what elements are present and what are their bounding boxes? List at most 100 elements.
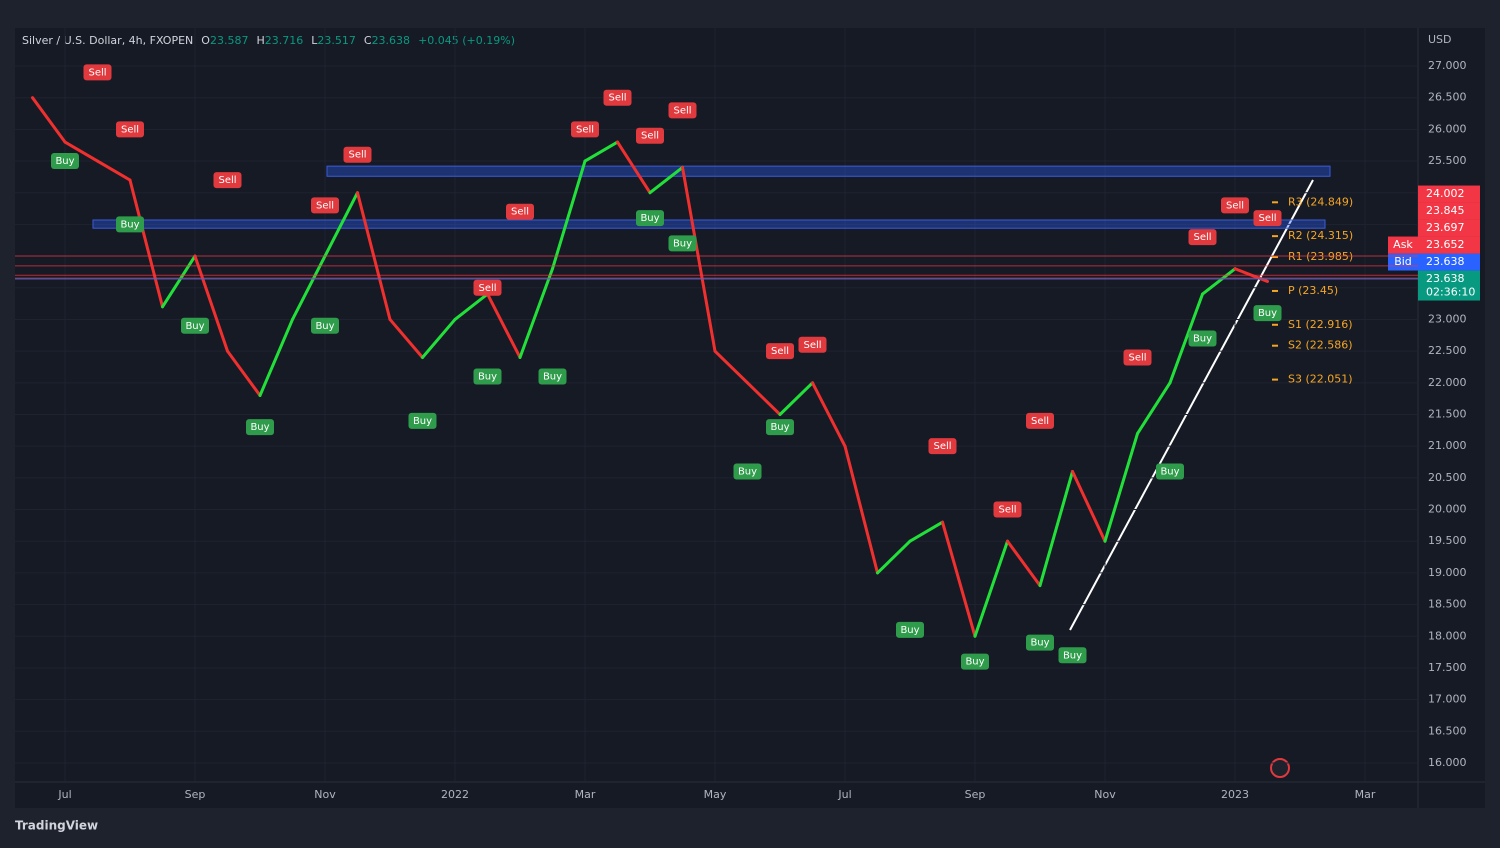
price-segment — [973, 539, 1009, 638]
x-tick-label: Sep — [965, 788, 986, 801]
x-tick-label: Mar — [575, 788, 596, 801]
pivot-label: R1 (23.985) — [1288, 250, 1353, 263]
signal-label: Sell — [348, 150, 366, 161]
price-tag — [1418, 219, 1480, 237]
signal-marker — [311, 197, 339, 214]
price-segment — [63, 140, 99, 163]
bar-countdown: 02:36:10 — [1426, 286, 1475, 299]
currency-label: USD — [1428, 33, 1452, 46]
signal-marker — [733, 463, 762, 480]
y-tick-label: 19.000 — [1428, 566, 1467, 579]
price-segment — [161, 254, 197, 309]
price-segment — [1168, 292, 1204, 385]
signal-marker — [1188, 229, 1217, 246]
signal-marker — [246, 419, 274, 436]
signal-label: Sell — [478, 283, 496, 294]
pivot-label: S2 (22.586) — [1288, 339, 1353, 352]
signal-label: Buy — [738, 467, 757, 478]
price-tag-value: 23.638 — [1426, 272, 1465, 285]
signal-label: Sell — [511, 207, 529, 218]
y-tick-label: 19.500 — [1428, 534, 1467, 547]
y-tick-label: 20.000 — [1428, 503, 1467, 516]
price-segment — [746, 381, 782, 417]
price-segment — [1136, 381, 1172, 436]
signal-marker — [993, 501, 1022, 518]
ohlc-value: 23.587 — [210, 34, 249, 47]
x-tick-label: Jul — [837, 788, 851, 801]
price-tag — [1418, 270, 1480, 301]
chart-panel — [15, 28, 1485, 808]
y-tick-label: 18.500 — [1428, 598, 1467, 611]
price-segment — [128, 178, 164, 309]
brand[interactable]: TradingView — [15, 819, 98, 833]
signal-label: Buy — [413, 416, 432, 427]
signal-marker — [961, 653, 989, 670]
signal-marker — [766, 419, 794, 436]
signal-label: Buy — [673, 238, 692, 249]
price-segment — [486, 292, 522, 359]
signal-label: Sell — [121, 124, 139, 135]
signal-label: Buy — [185, 321, 204, 332]
pivot-label: P (23.45) — [1288, 284, 1338, 297]
pivot-label: R3 (24.849) — [1288, 195, 1353, 208]
y-tick-label: 25.500 — [1428, 154, 1467, 167]
signal-label: Buy — [1030, 638, 1049, 649]
signal-marker — [51, 153, 79, 170]
signal-marker — [928, 438, 957, 455]
price-tag — [1418, 253, 1480, 271]
price-segment — [583, 140, 619, 163]
signal-label: Sell — [1128, 352, 1146, 363]
y-tick-label: 16.000 — [1428, 756, 1467, 769]
price-segment — [681, 165, 717, 353]
price-segment — [616, 140, 652, 195]
signal-marker — [116, 216, 144, 233]
price-segment — [1103, 432, 1139, 543]
y-tick-label: 22.500 — [1428, 344, 1467, 357]
signal-label: Buy — [478, 371, 497, 382]
signal-label: Sell — [673, 105, 691, 116]
price-segment — [453, 292, 489, 321]
signal-marker — [1221, 197, 1249, 214]
signal-label: Buy — [250, 422, 269, 433]
signal-marker — [1123, 349, 1152, 366]
signal-marker — [1058, 647, 1087, 664]
pivot-label: S3 (22.051) — [1288, 373, 1353, 386]
price-segment — [291, 254, 327, 321]
price-change: +0.045 (+0.19%) — [418, 34, 515, 47]
signal-marker — [1026, 634, 1054, 651]
y-tick-label: 17.000 — [1428, 693, 1467, 706]
signal-marker — [668, 235, 697, 252]
signal-marker — [603, 89, 632, 106]
trend-line — [1069, 179, 1314, 631]
supply-zone — [92, 219, 1326, 229]
signal-label: Buy — [1258, 308, 1277, 319]
ohlc-label: C — [364, 34, 372, 47]
signal-marker — [1156, 463, 1184, 480]
signal-label: Buy — [120, 219, 139, 230]
signal-label: Buy — [315, 321, 334, 332]
signal-label: Buy — [900, 625, 919, 636]
price-tag-value: 24.002 — [1426, 187, 1465, 200]
price-tag-label-box — [1388, 236, 1418, 254]
x-tick-label: Nov — [1094, 788, 1116, 801]
signal-marker — [766, 343, 794, 360]
price-segment — [941, 520, 977, 638]
ohlc-value: 23.716 — [265, 34, 304, 47]
signal-marker — [181, 317, 209, 334]
price-segment — [551, 159, 587, 271]
signal-label: Buy — [1160, 467, 1179, 478]
price-segment — [778, 381, 814, 417]
y-tick-label: 23.000 — [1428, 312, 1467, 325]
ohlc-value: 23.638 — [372, 34, 411, 47]
price-tag-label: Ask — [1393, 238, 1413, 251]
price-segment — [258, 317, 294, 397]
ohlc-value: 23.517 — [317, 34, 356, 47]
event-icon[interactable] — [1270, 758, 1290, 778]
signal-marker — [668, 102, 697, 119]
pivot-label: S1 (22.916) — [1288, 318, 1353, 331]
signal-label: Sell — [771, 346, 789, 357]
symbol-title: Silver / U.S. Dollar, 4h, FXOPEN — [22, 34, 193, 47]
signal-label: Sell — [933, 441, 951, 452]
price-segment — [323, 191, 359, 258]
y-tick-label: 26.000 — [1428, 122, 1467, 135]
